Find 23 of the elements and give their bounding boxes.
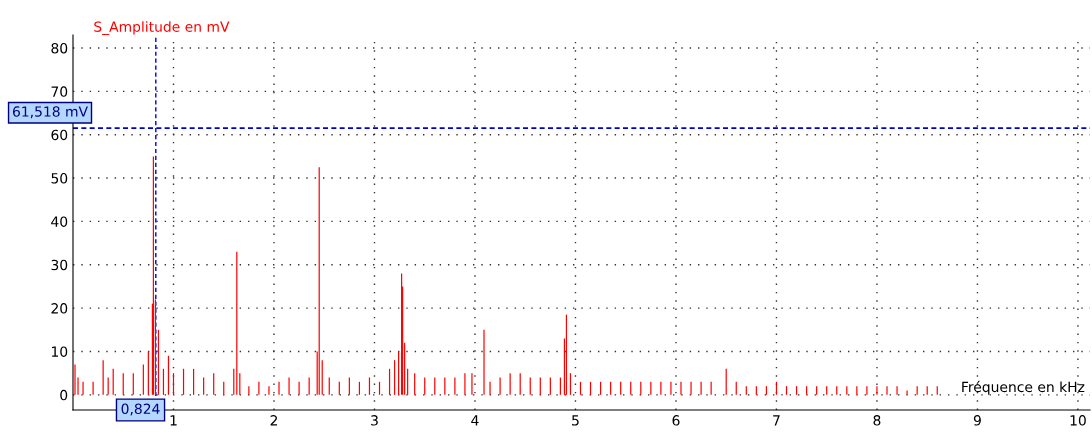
x-tick-label: 4 [471,415,479,426]
ref-line-label: 0,824 [121,403,160,416]
x-axis-title: Fréquence en kHz [962,380,1085,395]
x-tick-label: 8 [873,415,881,426]
y-tick-label: 80 [51,42,68,54]
y-tick-label: 50 [51,173,68,184]
y-tick-label: 40 [51,216,68,227]
x-tick-label: 9 [973,415,981,426]
x-tick-label: 3 [371,415,378,426]
x-tick-label: 5 [572,415,579,426]
x-tick-label: 6 [672,415,680,426]
y-tick-label: 70 [51,86,68,97]
x-tick-label: 10 [1070,415,1086,426]
x-tick-label: 1 [170,415,177,426]
y-tick-label: 20 [51,303,68,314]
y-tick-label: 10 [51,346,68,357]
x-tick-label: 2 [270,415,278,426]
y-axis-title: S_Amplitude en mV [94,21,230,35]
y-tick-label: 0 [60,389,68,401]
y-tick-label: 30 [51,259,68,271]
y-tick-label: 60 [51,129,68,141]
ref-line-label: 61,518 mV [12,106,88,119]
x-tick-label: 7 [773,415,780,426]
